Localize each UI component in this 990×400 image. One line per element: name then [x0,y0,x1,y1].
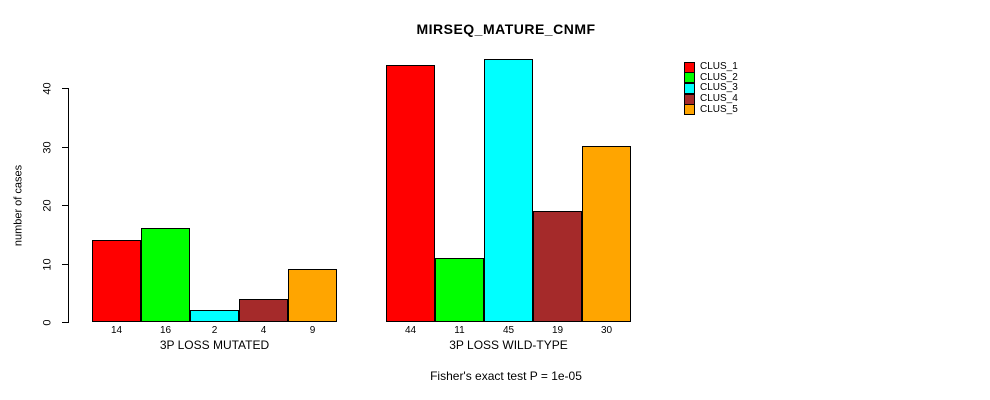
bar-clus-1-g1 [92,240,141,322]
legend-item-clus-2: CLUS_2 [684,71,738,84]
y-tick-label: 20 [41,199,54,212]
y-tick [62,88,69,89]
y-tick [62,322,69,323]
legend-swatch [684,82,695,94]
bar-value-label: 45 [502,325,515,336]
bar-value-label: 2 [211,325,218,336]
group-label: 3P LOSS MUTATED [159,338,270,352]
y-tick [62,264,69,265]
chart-title: MIRSEQ_MATURE_CNMF [416,21,596,37]
footer-annotation: Fisher's exact test P = 1e-05 [430,369,582,383]
group-label: 3P LOSS WILD-TYPE [449,338,568,352]
legend-swatch [684,72,695,84]
bar-value-label: 11 [454,325,465,336]
bar-clus-2-g2 [435,258,484,322]
bar-value-label: 16 [159,325,172,336]
bar-value-label: 44 [404,325,417,336]
bar-clus-2-g1 [141,228,190,322]
bar-value-label: 14 [110,325,123,336]
bar-value-label: 30 [600,325,613,336]
y-tick-label: 10 [41,258,54,271]
bar-value-label: 9 [309,325,316,336]
y-tick-label: 30 [41,141,54,154]
bar-clus-5-g1 [288,269,337,322]
legend-label: CLUS_5 [700,103,738,115]
legend-item-clus-5: CLUS_5 [684,103,738,116]
legend-label: CLUS_4 [700,93,738,105]
y-tick-label: 40 [41,82,54,95]
bar-clus-5-g2 [582,146,631,322]
y-tick [62,205,69,206]
bar-clus-4-g1 [239,299,288,322]
bar-clus-3-g2 [484,59,533,322]
legend-label: CLUS_2 [700,71,738,83]
legend-label: CLUS_1 [700,61,738,73]
y-axis-label: number of cases [12,164,25,247]
bar-value-label: 4 [260,325,267,336]
bar-clus-1-g2 [386,65,435,322]
bar-value-label: 19 [551,325,564,336]
bar-clus-3-g1 [190,310,239,322]
y-tick [62,147,69,148]
legend-swatch [684,93,695,105]
bar-clus-4-g2 [533,211,582,322]
legend-item-clus-3: CLUS_3 [684,82,738,94]
legend-item-clus-1: CLUS_1 [684,61,738,73]
y-tick-label: 0 [41,319,54,326]
legend-item-clus-4: CLUS_4 [684,93,738,105]
legend-swatch [684,61,695,73]
legend-label: CLUS_3 [700,82,738,94]
legend-swatch [684,104,695,116]
legend: CLUS_1 CLUS_2 CLUS_3 CLUS_4 CLUS_5 [684,61,738,116]
